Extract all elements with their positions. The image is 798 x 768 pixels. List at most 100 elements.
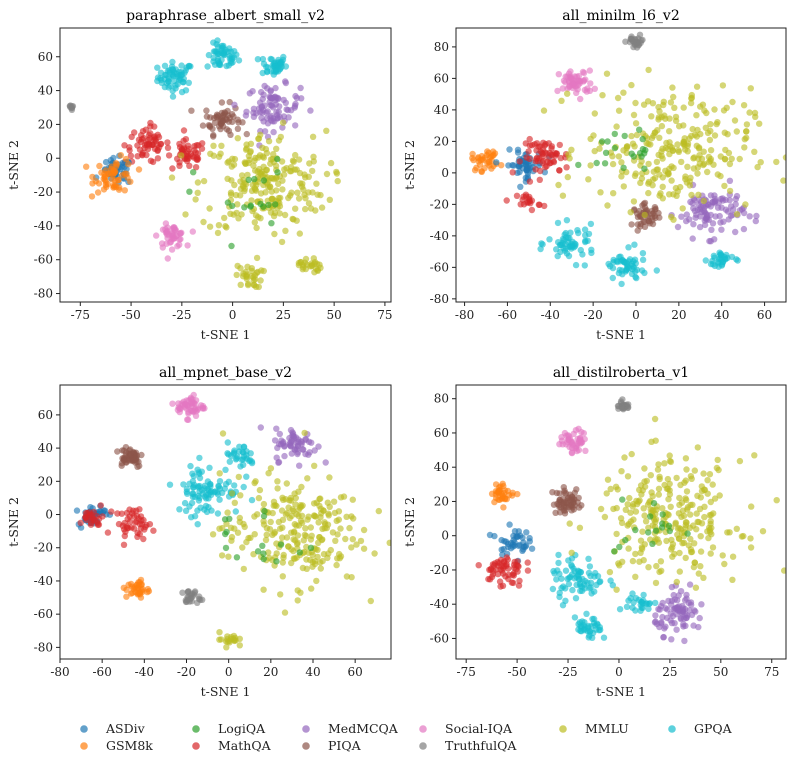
point-gpqa — [578, 587, 586, 595]
point-mmlu — [614, 486, 621, 493]
point-mathqa — [124, 515, 131, 523]
point-piqa — [211, 119, 219, 127]
point-mathqa — [137, 138, 145, 145]
point-logiqa — [186, 188, 193, 195]
point-gpqa — [591, 588, 598, 595]
point-mathqa — [526, 178, 534, 185]
subplot-1: paraphrase_albert_small_v2 -75 -50 -25 0 25 50… — [6, 8, 393, 342]
point-mmlu — [682, 477, 689, 484]
point-logiqa — [260, 550, 267, 557]
point-gsm8k — [110, 182, 117, 189]
point-mmlu — [654, 466, 662, 473]
y-tick-label: -40 — [34, 574, 53, 588]
point-mathqa — [553, 150, 560, 158]
point-mmlu — [292, 501, 299, 508]
point-truthfulqa — [636, 31, 644, 38]
point-logiqa — [245, 176, 252, 183]
point-medmcqa — [753, 212, 760, 220]
point-gpqa — [537, 245, 544, 253]
point-medmcqa — [273, 425, 280, 432]
point-mmlu — [360, 545, 368, 552]
point-medmcqa — [271, 93, 279, 100]
point-gsm8k — [119, 172, 126, 179]
x-tick-label: 60 — [757, 308, 772, 322]
point-mmlu — [234, 262, 241, 270]
y-tick-label: -20 — [430, 197, 449, 211]
point-mmlu — [682, 554, 689, 562]
point-asdiv — [486, 531, 494, 539]
point-asdiv — [528, 545, 536, 552]
point-gpqa — [582, 238, 589, 246]
point-piqa — [636, 207, 643, 215]
point-piqa — [641, 204, 649, 211]
point-piqa — [651, 204, 659, 211]
point-mmlu — [337, 525, 344, 532]
point-medmcqa — [652, 612, 659, 619]
point-mmlu — [540, 107, 548, 114]
point-mmlu — [630, 198, 638, 205]
point-mmlu — [664, 511, 671, 518]
point-medmcqa — [282, 79, 290, 87]
point-gpqa — [575, 568, 583, 575]
x-tick-label: -80 — [455, 308, 474, 322]
point-mmlu — [277, 591, 284, 598]
scatter-points — [469, 31, 786, 288]
point-mmlu — [773, 497, 780, 504]
point-mmlu — [298, 483, 305, 491]
point-social-iqa — [575, 437, 583, 445]
point-mmlu — [702, 124, 709, 131]
legend-marker — [559, 725, 567, 733]
point-social-iqa — [158, 240, 166, 247]
point-asdiv — [511, 539, 518, 546]
point-mmlu — [780, 177, 786, 184]
point-mathqa — [157, 140, 165, 148]
point-gsm8k — [121, 187, 128, 194]
point-gpqa — [248, 496, 256, 504]
point-logiqa — [619, 496, 626, 503]
legend-label: Social-IQA — [445, 721, 513, 736]
point-mmlu — [293, 166, 300, 173]
point-mathqa — [524, 559, 531, 566]
point-mmlu — [234, 529, 242, 536]
point-gpqa — [583, 610, 590, 617]
point-mmlu — [701, 160, 708, 168]
point-mmlu — [707, 121, 714, 128]
point-mmlu — [250, 281, 257, 288]
point-gpqa — [189, 470, 196, 477]
point-mathqa — [145, 131, 153, 139]
y-tick-label: 80 — [434, 40, 449, 54]
point-mmlu — [644, 98, 652, 105]
point-mmlu — [604, 202, 611, 209]
point-mmlu — [295, 488, 302, 495]
point-mmlu — [349, 496, 356, 503]
point-medmcqa — [673, 626, 680, 633]
point-mmlu — [636, 558, 643, 565]
point-medmcqa — [683, 217, 690, 225]
point-mmlu — [645, 160, 652, 168]
point-gpqa — [196, 454, 203, 462]
point-gsm8k — [145, 587, 153, 595]
point-mmlu — [241, 523, 248, 531]
point-mmlu — [248, 267, 256, 275]
point-medmcqa — [282, 99, 289, 107]
point-gpqa — [223, 62, 230, 70]
subplot-4: all_distilroberta_v1 -75 -50 -25 0 25 50 75 -60 -… — [402, 365, 787, 699]
point-mmlu — [667, 503, 674, 510]
point-logiqa — [641, 165, 648, 172]
point-mmlu — [260, 521, 268, 528]
point-gpqa — [600, 634, 608, 641]
point-gpqa — [550, 567, 557, 575]
point-piqa — [118, 460, 126, 467]
point-mmlu — [280, 554, 287, 561]
point-piqa — [556, 509, 564, 516]
point-mathqa — [180, 137, 187, 144]
point-mmlu — [298, 512, 306, 519]
point-gpqa — [205, 51, 213, 59]
x-tick-label: -25 — [558, 665, 577, 679]
legend-item: TruthfulQA — [419, 738, 517, 753]
legend-marker — [419, 742, 427, 750]
point-medmcqa — [740, 225, 748, 233]
point-asdiv — [524, 170, 532, 177]
point-logiqa — [268, 220, 275, 227]
point-mmlu — [626, 494, 633, 502]
